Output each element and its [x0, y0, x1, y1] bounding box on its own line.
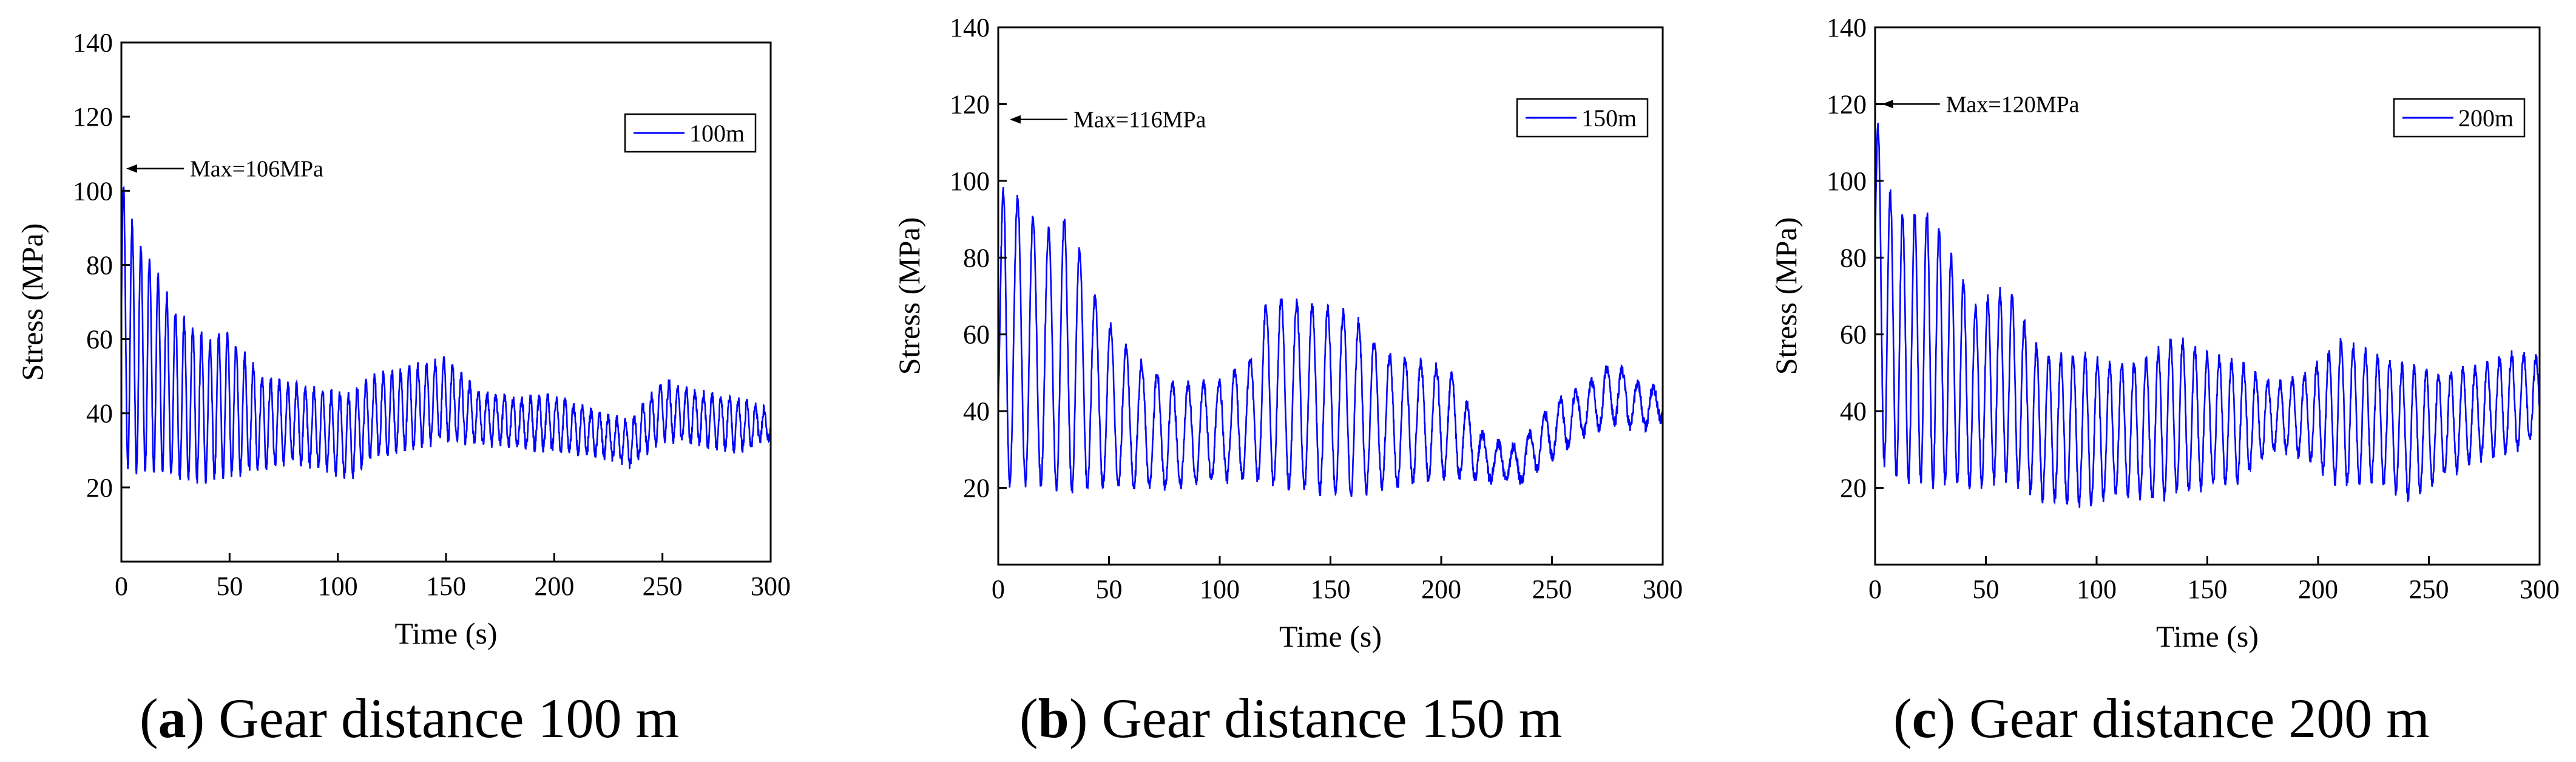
y-tick-label: 140	[73, 28, 113, 58]
y-tick-label: 120	[950, 89, 990, 119]
annotation-arrowhead	[1882, 100, 1893, 109]
y-tick-label: 20	[963, 474, 990, 503]
y-tick-label: 40	[86, 399, 113, 429]
legend-label: 100m	[689, 120, 745, 147]
x-tick-label: 300	[2520, 574, 2560, 604]
x-tick-label: 100	[2077, 574, 2117, 604]
y-tick-label: 40	[963, 396, 990, 426]
annotation-label: Max=116MPa	[1073, 107, 1206, 133]
y-tick-label: 40	[1840, 396, 1867, 426]
x-tick-label: 50	[216, 571, 243, 601]
chart-svg: 0 50 100 150 200 250 300 20 40 60 80 100 120 140 Time …	[892, 13, 1683, 653]
y-tick-label: 80	[86, 250, 113, 280]
y-tick-label: 140	[950, 13, 990, 43]
x-tick-label: 200	[2298, 574, 2338, 604]
x-tick-label: 250	[1532, 574, 1572, 604]
x-tick-label: 0	[1868, 574, 1882, 604]
annotation-label: Max=106MPa	[190, 157, 323, 182]
x-tick-label: 50	[1096, 574, 1123, 604]
y-tick-label: 100	[950, 166, 990, 196]
x-tick-label: 200	[534, 571, 574, 601]
series-line-150m	[997, 186, 1663, 497]
x-tick-label: 150	[2188, 574, 2228, 604]
chart-svg: 0 50 100 150 200 250 300 20 40 60 80 100 120 140 Time …	[1769, 13, 2560, 653]
y-tick-label: 60	[86, 325, 113, 355]
x-tick-label: 100	[318, 571, 358, 601]
annotation-arrowhead	[1009, 115, 1021, 124]
legend-box	[1516, 98, 1649, 138]
x-tick-label: 250	[643, 571, 683, 601]
y-tick-label: 60	[963, 320, 990, 350]
x-tick-label: 300	[751, 571, 791, 601]
legend-label: 150m	[1581, 104, 1637, 132]
caption-text: Gear distance 150 m	[1101, 687, 1563, 749]
x-tick-label: 250	[2409, 574, 2449, 604]
caption-letter: a	[158, 687, 186, 749]
x-tick-label: 150	[1311, 574, 1351, 604]
x-axis-label: Time (s)	[394, 616, 497, 650]
caption-b: (b) Gear distance 150 m	[1019, 687, 1563, 749]
annotation-label: Max=120MPa	[1946, 92, 2080, 117]
x-axis-label: Time (s)	[1279, 619, 1382, 653]
series-line-200m	[1874, 123, 2540, 508]
y-tick-label: 80	[963, 243, 990, 273]
y-tick-label: 80	[1840, 243, 1867, 273]
y-tick-label: 20	[1840, 474, 1867, 503]
y-tick-label: 100	[73, 176, 113, 206]
y-tick-label: 120	[1827, 89, 1867, 119]
y-axis-label: Stress (MPa)	[15, 223, 49, 381]
caption-letter: b	[1038, 687, 1069, 749]
caption-c: (c) Gear distance 200 m	[1893, 687, 2430, 749]
x-tick-label: 0	[992, 574, 1005, 604]
legend-label: 200m	[2458, 104, 2513, 132]
annotation-arrowhead	[126, 164, 137, 173]
y-axis-label: Stress (MPa)	[892, 217, 926, 375]
x-tick-label: 100	[1200, 574, 1240, 604]
x-tick-label: 300	[1643, 574, 1683, 604]
y-tick-label: 60	[1840, 320, 1867, 350]
x-tick-label: 150	[426, 571, 466, 601]
x-tick-label: 200	[1421, 574, 1461, 604]
series-line-100m	[120, 186, 771, 484]
caption-text: Gear distance 200 m	[1969, 687, 2430, 749]
caption-a: (a) Gear distance 100 m	[140, 687, 680, 749]
caption-letter: c	[1912, 687, 1937, 749]
y-tick-label: 140	[1827, 13, 1867, 43]
caption-text: Gear distance 100 m	[218, 687, 680, 749]
x-tick-label: 0	[115, 571, 128, 601]
y-tick-label: 100	[1827, 166, 1867, 196]
x-axis-label: Time (s)	[2156, 619, 2259, 653]
y-tick-label: 120	[73, 102, 113, 132]
y-axis-label: Stress (MPa)	[1769, 217, 1803, 375]
y-tick-label: 20	[86, 473, 113, 503]
chart-svg: 0 50 100 150 200 250 300 20 40 60 80 100 120 140 Time …	[15, 28, 791, 650]
x-tick-label: 50	[1973, 574, 2000, 604]
